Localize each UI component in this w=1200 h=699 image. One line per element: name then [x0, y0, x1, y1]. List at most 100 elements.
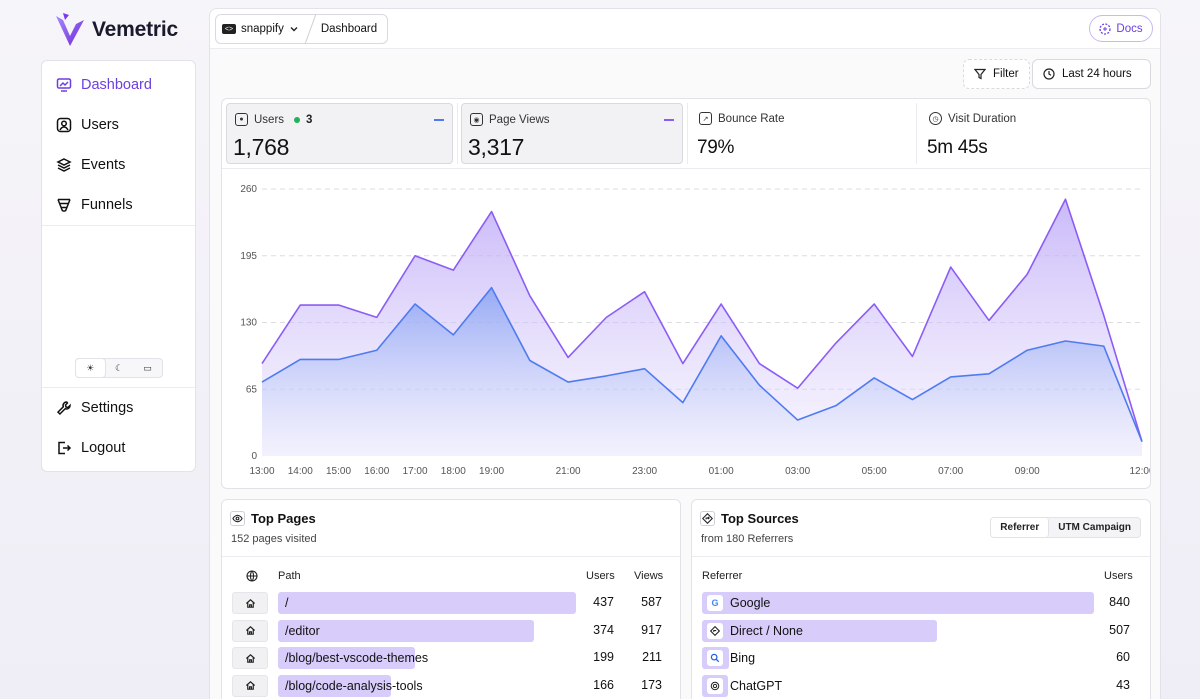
y-tick-label: 65	[246, 384, 258, 395]
table-row[interactable]: / 437 587	[222, 590, 680, 616]
home-icon	[232, 592, 268, 614]
theme-dark-button[interactable]: ☾	[105, 359, 134, 377]
direct-icon	[707, 622, 723, 639]
breadcrumb-current-page[interactable]: Dashboard	[320, 23, 378, 35]
tab-utm-campaign[interactable]: UTM Campaign	[1058, 522, 1131, 533]
x-tick-label: 12:00	[1129, 466, 1151, 477]
sidebar-item-events[interactable]: Events	[56, 155, 125, 175]
source-users: 840	[1109, 595, 1130, 609]
table-row[interactable]: Bing 60	[692, 645, 1150, 671]
time-range-label: Last 24 hours	[1062, 68, 1132, 80]
series-area-users	[262, 287, 1142, 456]
share-bar	[702, 619, 938, 642]
stat-page-views[interactable]: ◉ Page Views 3,317	[461, 103, 683, 164]
stat-divider	[687, 103, 688, 164]
page-users: 437	[593, 595, 614, 609]
tab-referrer[interactable]: Referrer	[991, 518, 1050, 537]
theme-system-button[interactable]: ▭	[133, 359, 162, 377]
x-tick-label: 13:00	[249, 466, 274, 477]
time-range-button[interactable]: Last 24 hours	[1032, 59, 1151, 89]
traffic-area-chart: 0 65 130 195 260 13:00 14:00 15:00 16:00 17:00 18:…	[240, 184, 1151, 477]
column-header-views[interactable]: Views	[634, 570, 664, 582]
table-row[interactable]: G Google 840	[692, 590, 1150, 616]
card-subtitle: from 180 Referrers	[701, 533, 794, 545]
series-line-page-views[interactable]	[261, 198, 1143, 442]
sidebar-item-label: Logout	[81, 440, 126, 456]
globe-icon	[246, 570, 258, 582]
project-switcher[interactable]: <> snappify	[216, 15, 305, 43]
series-line-users[interactable]	[261, 286, 1143, 442]
sidebar-item-settings[interactable]: Settings	[56, 398, 133, 418]
app-logo[interactable]: Vemetric	[54, 12, 178, 48]
source-name: Google	[730, 596, 771, 610]
stat-visit-duration[interactable]: ◷ Visit Duration 5m 45s	[921, 103, 1143, 164]
filter-button[interactable]: Filter	[963, 59, 1030, 89]
x-tick-label: 03:00	[785, 466, 810, 477]
top-bar: <> snappify Dashboard Docs	[210, 9, 1160, 49]
table-row[interactable]: /blog/code-analysis-tools 166 173	[222, 673, 680, 699]
top-pages-card: Top Pages 152 pages visited Path Users V…	[221, 499, 681, 699]
y-tick-label: 0	[251, 451, 257, 462]
layers-icon	[56, 158, 72, 172]
column-header-referrer: Referrer	[702, 570, 743, 582]
source-users: 60	[1116, 650, 1130, 664]
page-users: 199	[593, 650, 614, 664]
sidebar-divider	[42, 225, 195, 226]
source-users: 43	[1116, 677, 1130, 692]
x-tick-label: 01:00	[709, 466, 734, 477]
table-row[interactable]: Direct / None 507	[692, 618, 1150, 644]
breadcrumb: <> snappify Dashboard	[215, 14, 389, 44]
sidebar-item-label: Events	[81, 157, 126, 173]
sidebar-item-dashboard[interactable]: Dashboard	[56, 75, 152, 95]
stat-users[interactable]: ● Users 3 1,768	[226, 103, 453, 164]
page-path: /editor	[285, 623, 320, 638]
breadcrumb-separator	[305, 15, 317, 43]
x-tick-label: 09:00	[1015, 466, 1040, 477]
logout-icon	[58, 441, 72, 455]
card-divider	[222, 556, 680, 557]
share-bar	[278, 647, 416, 669]
x-tick-label: 15:00	[326, 466, 351, 477]
monitor-chart-icon	[56, 78, 72, 92]
eye-icon: ◉	[470, 113, 483, 126]
sidebar-item-users[interactable]: Users	[56, 115, 119, 135]
theme-switcher: ☀ ☾ ▭	[75, 358, 163, 378]
source-name: Direct / None	[730, 623, 803, 638]
live-users-count: 3	[306, 113, 313, 126]
sidebar-item-funnels[interactable]: Funnels	[56, 195, 133, 215]
source-name: Bing	[730, 651, 756, 665]
page-users: 374	[593, 622, 614, 637]
docs-button[interactable]: Docs	[1089, 15, 1153, 42]
top-sources-card: Top Sources from 180 Referrers Referrer …	[691, 499, 1151, 699]
column-header-users[interactable]: Users	[586, 570, 615, 582]
y-tick-label: 260	[240, 184, 257, 195]
x-tick-label: 18:00	[441, 466, 466, 477]
x-tick-label: 23:00	[632, 466, 657, 477]
sidebar-item-label: Dashboard	[81, 77, 152, 93]
table-row[interactable]: /blog/best-vscode-themes 199 211	[222, 645, 680, 671]
sidebar-item-label: Users	[81, 117, 119, 133]
table-row[interactable]: /editor 374 917	[222, 618, 680, 644]
page-path: /blog/code-analysis-tools	[285, 678, 423, 693]
app-name: Vemetric	[92, 18, 178, 41]
sources-tab-group: Referrer UTM Campaign	[990, 517, 1141, 538]
x-tick-label: 17:00	[403, 466, 428, 477]
sidebar-item-label: Funnels	[81, 197, 133, 213]
stat-value: 79%	[697, 137, 735, 158]
y-tick-label: 195	[240, 251, 257, 262]
stat-bounce-rate[interactable]: ↗ Bounce Rate 79%	[691, 103, 913, 164]
table-row[interactable]: ChatGPT 43	[692, 673, 1150, 699]
wrench-icon	[56, 401, 71, 416]
sidebar-item-logout[interactable]: Logout	[56, 438, 125, 458]
main-content: <> snappify Dashboard Docs Filter Last 2…	[209, 8, 1161, 699]
x-tick-label: 16:00	[364, 466, 389, 477]
stat-label: Bounce Rate	[718, 112, 785, 125]
x-tick-label: 05:00	[862, 466, 887, 477]
page-users: 166	[593, 677, 614, 692]
card-divider	[692, 556, 1150, 557]
stats-chart-panel: ● Users 3 1,768 ◉ Page Views 3,317 ↗ Bou…	[221, 98, 1151, 489]
filter-icon	[974, 68, 986, 80]
theme-light-button[interactable]: ☀	[76, 359, 105, 377]
project-name: snappify	[241, 23, 284, 35]
column-header-users[interactable]: Users	[1104, 570, 1133, 582]
